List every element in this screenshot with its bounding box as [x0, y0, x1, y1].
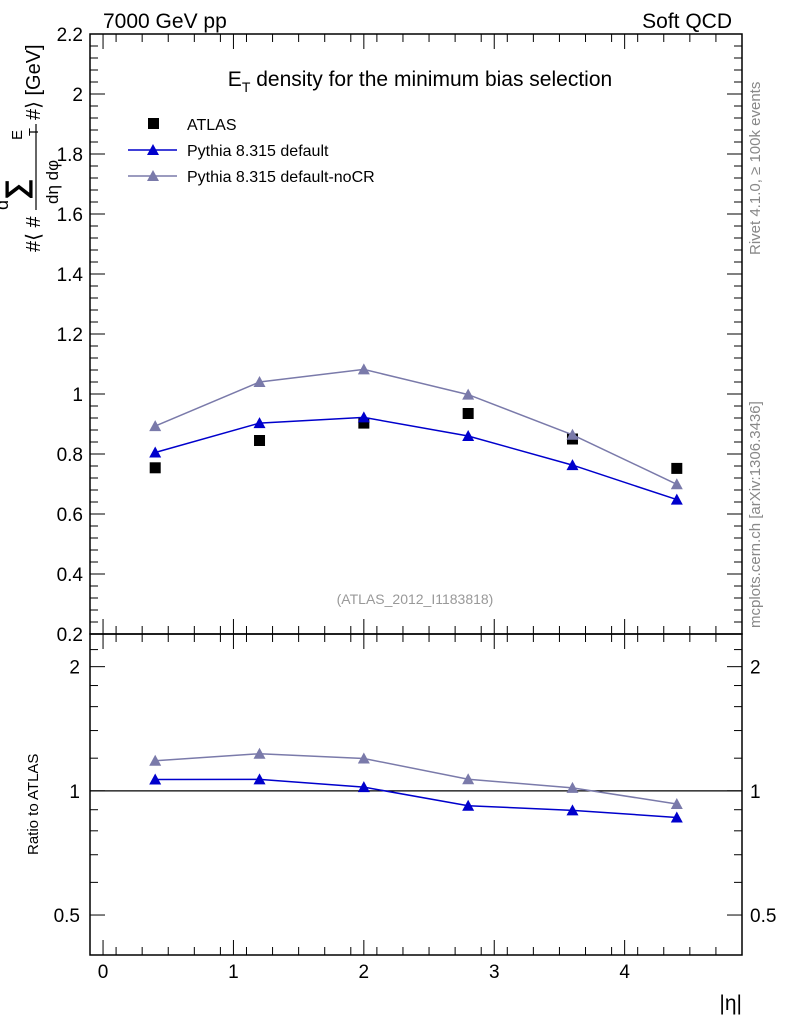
y-tick-label: 2 — [72, 85, 83, 106]
mcplots-label: mcplots.cern.ch [arXiv:1306.3436] — [747, 401, 764, 628]
ylabel-open: #⟨ # — [23, 216, 45, 252]
pythia-default-line — [154, 416, 678, 501]
ratio-tick-label-right: 0.5 — [750, 906, 776, 927]
title-rest: density for the minimum bias selection — [250, 68, 612, 91]
pythia-default-point — [566, 459, 579, 471]
legend: ATLAS Pythia 8.315 default Pythia 8.315 … — [128, 117, 375, 186]
ylabel-e: E — [9, 130, 26, 140]
ratio-default-point — [462, 799, 475, 811]
pythia-nocr-point — [670, 478, 683, 490]
y-tick-label: 1.8 — [57, 145, 83, 166]
y-tick-label: 1 — [72, 385, 83, 406]
x-tick-label: 2 — [359, 962, 370, 983]
ratio-frame — [89, 633, 743, 956]
title-t-sub: T — [242, 79, 251, 95]
pythia-nocr-point — [566, 428, 579, 440]
ratio-tick-label: 1 — [69, 782, 80, 803]
pythia-nocr-point — [357, 363, 370, 375]
ratio-nocr-point — [462, 773, 475, 785]
pythia-default-point — [462, 430, 475, 441]
ratio-y-label: Ratio to ATLAS — [25, 754, 42, 855]
axis-ticks: 0 1 2 3 4 0.2 0.4 0.6 0.8 1 1.2 1.4 1.6 1.8 2 2.2 0.5 0.5… — [54, 25, 777, 983]
ratio-default-point — [566, 804, 579, 816]
ylabel-d: d — [0, 200, 12, 210]
pythia-default-point — [253, 417, 266, 429]
ratio-default-point — [357, 781, 370, 793]
ratio-tick-label-right: 2 — [750, 658, 761, 679]
ratio-tick-label: 2 — [69, 658, 80, 679]
legend-atlas-label: ATLAS — [187, 117, 237, 134]
x-tick-label: 0 — [98, 962, 109, 983]
ylabel-denom: dη dφ — [43, 160, 62, 204]
x-axis-label: |η| — [719, 992, 742, 1015]
pythia-default-point — [149, 446, 162, 458]
ratio-nocr-line — [155, 753, 677, 805]
x-tick-label: 4 — [619, 962, 630, 983]
y-tick-label: 2.2 — [57, 25, 83, 46]
ylabel-sum: ∑ — [0, 179, 33, 200]
ratio-default-line — [155, 778, 677, 819]
atlas-data-point — [671, 462, 683, 474]
y-tick-label: 0.6 — [57, 505, 83, 526]
ylabel-close: #⟩ [GeV] — [23, 44, 45, 120]
y-tick-label: 1.4 — [57, 265, 84, 286]
atlas-data-point — [149, 462, 161, 474]
ratio-default-point — [149, 773, 162, 785]
y-tick-label: 0.8 — [57, 445, 83, 466]
ratio-nocr-point — [253, 747, 266, 759]
x-tick-label: 3 — [489, 962, 500, 983]
x-tick-label: 1 — [228, 962, 239, 983]
ratio-default-point — [670, 811, 683, 823]
ratio-nocr-point — [566, 781, 579, 793]
pythia-default-point — [357, 411, 370, 423]
ratio-default-point — [253, 773, 266, 785]
pythia-nocr-line — [154, 368, 678, 485]
title-e: E — [228, 68, 242, 91]
y-tick-label: 0.4 — [57, 565, 84, 586]
ratio-tick-label-right: 1 — [750, 782, 761, 803]
rivet-label: Rivet 4.1.0, ≥ 100k events — [747, 82, 764, 255]
pythia-default-point — [670, 493, 683, 505]
series-layer — [90, 363, 742, 823]
ratio-nocr-point — [670, 798, 683, 810]
y-tick-label: 1.2 — [57, 325, 83, 346]
legend-pythia-label: Pythia 8.315 default — [187, 143, 329, 160]
ylabel-t: T — [26, 128, 41, 136]
header-left: 7000 GeV pp — [103, 10, 227, 33]
ratio-nocr-point — [357, 752, 370, 764]
header-right: Soft QCD — [642, 10, 732, 33]
ratio-nocr-point — [149, 754, 162, 766]
legend-pythia-marker — [147, 144, 159, 155]
y-tick-label: 0.2 — [57, 625, 83, 646]
legend-atlas-marker — [148, 118, 159, 129]
pythia-nocr-point — [253, 376, 266, 387]
pythia-nocr-point — [462, 388, 475, 400]
chart-title: ET density for the minimum bias selectio… — [228, 68, 612, 95]
y-axis-label: #⟨ # d ∑ E T dη dφ #⟩ [GeV] — [0, 44, 62, 252]
legend-nocr-marker — [147, 170, 159, 181]
legend-nocr-label: Pythia 8.315 default-noCR — [187, 169, 375, 186]
pythia-nocr-point — [149, 420, 162, 432]
y-tick-label: 1.6 — [57, 205, 83, 226]
atlas-data-point — [254, 435, 266, 446]
atlas-data-point — [462, 408, 474, 419]
atlas-data-point — [358, 417, 370, 429]
ratio-tick-label: 0.5 — [54, 906, 80, 927]
analysis-watermark: (ATLAS_2012_I1183818) — [337, 591, 494, 607]
